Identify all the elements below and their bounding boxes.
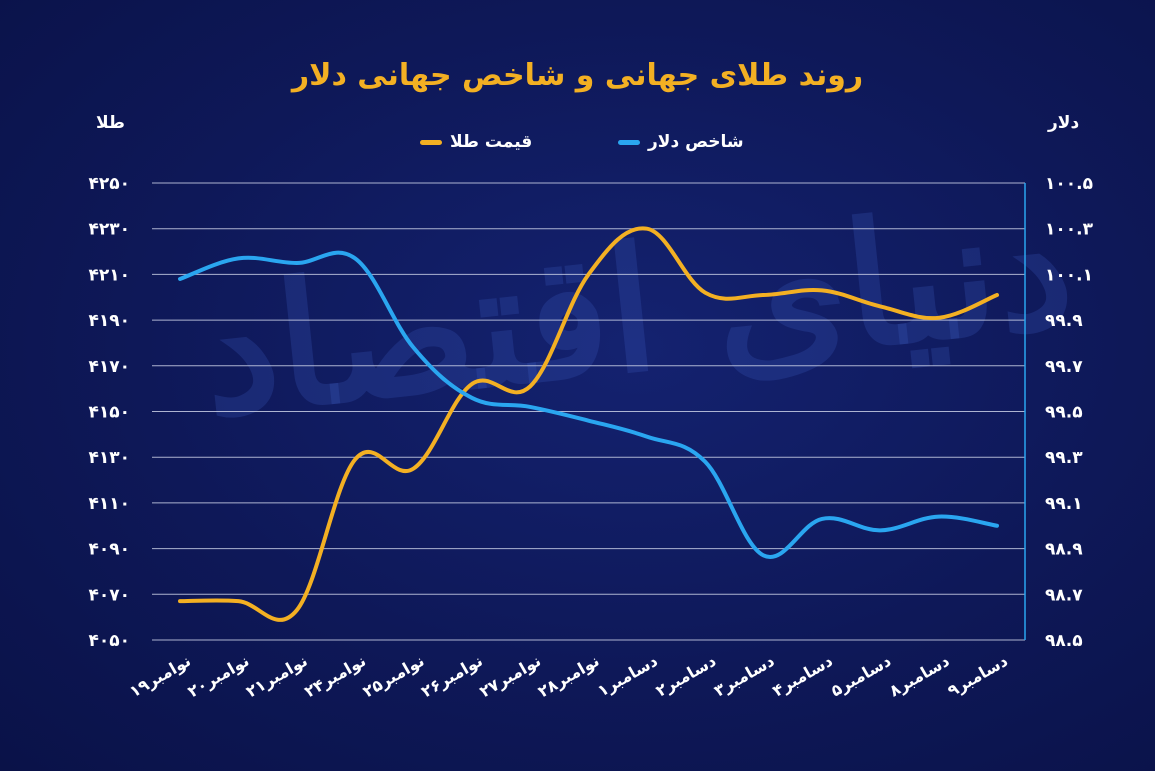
x-tick-label: ۹دسامبر bbox=[944, 651, 1011, 701]
left-axis-unit: طلا bbox=[96, 113, 125, 133]
right-tick-label: ۹۸.۹ bbox=[1045, 540, 1083, 560]
x-tick-label: ۲۸نوامبر bbox=[535, 651, 603, 701]
left-tick-label: ۴۱۱۰ bbox=[88, 494, 130, 514]
x-tick-label: ۱دسامبر bbox=[594, 651, 661, 701]
left-tick-label: ۴۲۱۰ bbox=[88, 265, 130, 285]
left-tick-label: ۴۱۷۰ bbox=[88, 357, 130, 377]
left-tick-label: ۴۰۷۰ bbox=[88, 585, 130, 605]
right-tick-label: ۹۸.۷ bbox=[1045, 585, 1083, 605]
legend-label-gold: قیمت طلا bbox=[450, 132, 533, 152]
legend-label-dollar: شاخص دلار bbox=[648, 132, 744, 152]
x-tick-label: ۴دسامبر bbox=[769, 651, 836, 701]
left-tick-label: ۴۰۹۰ bbox=[88, 540, 130, 560]
x-tick-label: ۲۷نوامبر bbox=[476, 651, 544, 701]
right-tick-label: ۱۰۰.۵ bbox=[1045, 174, 1093, 194]
x-tick-label: ۲دسامبر bbox=[652, 651, 719, 701]
right-tick-label: ۹۹.۱ bbox=[1045, 494, 1083, 514]
gold-price-line bbox=[178, 226, 999, 622]
left-tick-label: ۴۱۹۰ bbox=[88, 311, 130, 331]
x-tick-label: ۵دسامبر bbox=[828, 651, 895, 701]
right-tick-label: ۱۰۰.۱ bbox=[1045, 265, 1093, 285]
left-tick-label: ۴۱۳۰ bbox=[88, 448, 130, 468]
left-tick-label: ۴۱۵۰ bbox=[88, 403, 130, 423]
legend-swatch-dollar bbox=[618, 139, 640, 145]
right-tick-label: ۹۹.۵ bbox=[1045, 403, 1083, 423]
x-tick-label: ۲۵نوامبر bbox=[360, 651, 428, 701]
x-tick-label: ۲۱نوامبر bbox=[243, 651, 311, 701]
left-tick-label: ۴۲۳۰ bbox=[88, 220, 130, 240]
x-tick-label: ۱۹نوامبر bbox=[126, 651, 194, 701]
x-tick-label: ۳دسامبر bbox=[711, 651, 778, 701]
dollar-index-line bbox=[178, 250, 999, 560]
right-tick-label: ۱۰۰.۳ bbox=[1045, 220, 1094, 240]
x-tick-label: ۲۴نوامبر bbox=[301, 651, 369, 701]
right-tick-label: ۹۸.۵ bbox=[1045, 631, 1083, 651]
right-tick-label: ۹۹.۹ bbox=[1045, 311, 1083, 331]
legend-item-gold: قیمت طلا bbox=[420, 132, 532, 152]
right-axis-unit: دلار bbox=[1048, 113, 1080, 133]
left-tick-label: ۴۰۵۰ bbox=[88, 631, 130, 651]
x-tick-label: ۸دسامبر bbox=[886, 651, 953, 701]
x-tick-label: ۲۰نوامبر bbox=[184, 651, 252, 701]
left-tick-label: ۴۲۵۰ bbox=[88, 174, 130, 194]
legend-item-dollar: شاخص دلار bbox=[618, 132, 744, 152]
chart-title: روند طلای جهانی و شاخص جهانی دلار bbox=[291, 58, 864, 93]
right-tick-label: ۹۹.۷ bbox=[1045, 357, 1083, 377]
right-tick-label: ۹۹.۳ bbox=[1045, 448, 1083, 468]
x-tick-label: ۲۶نوامبر bbox=[418, 651, 486, 701]
legend-swatch-gold bbox=[420, 139, 442, 145]
